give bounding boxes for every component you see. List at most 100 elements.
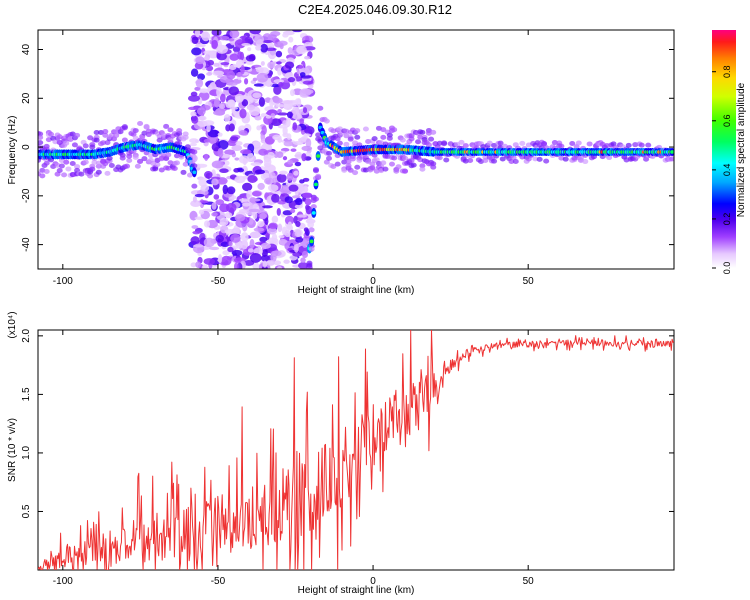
spectrogram-noise-cell xyxy=(289,89,295,97)
spectrogram-noise-cell xyxy=(227,99,236,108)
spectrogram-noise-cell xyxy=(227,246,234,253)
spectrogram-halo-cell xyxy=(326,155,333,161)
spectrogram-halo-cell xyxy=(347,167,354,173)
spectrogram-noise-cell xyxy=(284,229,291,238)
spectrogram-noise-cell xyxy=(243,259,255,266)
spectrogram-noise-cell xyxy=(290,148,297,152)
spectrogram-noise-cell xyxy=(229,136,239,141)
spectrogram-noise-cell xyxy=(201,31,211,42)
snr-x-tick-label: -50 xyxy=(211,576,226,587)
spectrogram-halo-cell xyxy=(74,164,81,170)
spectrogram-noise-cell xyxy=(258,97,265,107)
spectrogram-halo-cell xyxy=(182,161,189,167)
spectrogram-halo-cell xyxy=(63,140,70,146)
spectrogram-halo-cell xyxy=(43,160,50,166)
spectrogram-noise-cell xyxy=(226,186,236,195)
spectrogram-halo-cell xyxy=(82,159,89,165)
spectrogram-noise-cell xyxy=(304,55,311,60)
spectrogram-noise-cell xyxy=(200,184,210,192)
spectrogram-halo-cell xyxy=(625,142,632,148)
snr-x-tick-label: 50 xyxy=(523,576,535,587)
spectrogram-noise-cell xyxy=(216,87,222,97)
spectrogram-noise-cell xyxy=(252,92,262,99)
spectrogram-halo-cell xyxy=(419,129,426,135)
spectrogram-noise-cell xyxy=(229,53,239,61)
spectrogram-noise-cell xyxy=(254,169,266,175)
spectrogram-halo-cell xyxy=(187,172,194,178)
spectrogram-noise-cell xyxy=(207,129,220,138)
spectrogram-halo-cell xyxy=(65,166,72,172)
spectrogram-noise-cell xyxy=(260,254,270,262)
spectrogram-halo-cell xyxy=(415,139,422,145)
spectrogram-noise-cell xyxy=(213,62,220,67)
colorbar-tick-label: 0.8 xyxy=(722,65,732,78)
spectrogram-halo-cell xyxy=(330,163,337,169)
spectrogram-noise-cell xyxy=(268,172,276,180)
spectrogram-noise-cell xyxy=(287,159,294,165)
spectrogram-noise-cell xyxy=(224,228,237,235)
spectrogram-halo-cell xyxy=(408,136,415,142)
spectrogram-x-ticks: -100 -50 0 50 xyxy=(53,30,534,287)
spectrogram-noise-cell xyxy=(217,254,223,264)
spectrogram-noise-cell xyxy=(211,160,224,169)
spectrogram-noise-cell xyxy=(215,234,224,243)
spectrogram-halo-cell xyxy=(347,136,354,142)
spectrogram-ridge-core xyxy=(313,182,318,187)
spectrogram-noise-cell xyxy=(278,234,285,239)
spectrogram-noise-cell xyxy=(225,202,237,213)
spectrogram-noise-cell xyxy=(241,99,249,107)
spectrogram-x-label: Height of straight line (km) xyxy=(298,285,415,296)
spectrogram-noise-cell xyxy=(253,83,264,87)
spectrogram-noise-cell xyxy=(257,182,265,190)
spectrogram-noise-cell xyxy=(276,61,282,65)
spectrogram-noise-cell xyxy=(291,195,301,199)
spectrogram-noise-cell xyxy=(276,173,287,183)
spectrogram-noise-cell xyxy=(228,86,240,96)
spectrogram-noise-cell xyxy=(228,197,235,202)
spectrogram-heatmap xyxy=(38,30,674,269)
spectrogram-noise-cell xyxy=(234,93,244,103)
spectrogram-halo-cell xyxy=(402,168,409,174)
spectrogram-halo-cell xyxy=(388,161,395,167)
spectrogram-noise-cell xyxy=(248,217,254,225)
spectrogram-halo-cell xyxy=(137,159,144,165)
spectrogram-noise-cell xyxy=(231,249,243,256)
spectrogram-noise-cell xyxy=(240,64,245,75)
spectrogram-noise-cell xyxy=(295,237,304,243)
spectrogram-halo-cell xyxy=(369,165,376,171)
spectrogram-noise-cell xyxy=(192,244,204,248)
spectrogram-halo-cell xyxy=(69,160,76,166)
spectrogram-halo-cell xyxy=(126,153,133,159)
spectrogram-halo-cell xyxy=(191,149,198,155)
spectrogram-noise-cell xyxy=(307,220,315,229)
spectrogram-noise-cell xyxy=(235,141,243,146)
spectrogram-y-label: Frequency (Hz) xyxy=(7,116,18,185)
spectrogram-noise-cell xyxy=(240,239,249,250)
spectrogram-noise-cell xyxy=(262,40,273,44)
spectrogram-noise-cell xyxy=(264,177,274,185)
spectrogram-noise-cell xyxy=(277,137,283,143)
spectrogram-noise-cell xyxy=(254,34,264,45)
spectrogram-halo-cell xyxy=(108,162,115,168)
snr-y-tick-label: 0.5 xyxy=(21,504,32,518)
spectrogram-noise-cell xyxy=(235,241,243,249)
spectrogram-noise-cell xyxy=(265,115,272,119)
spectrogram-halo-cell xyxy=(326,150,333,156)
spectrogram-halo-cell xyxy=(391,127,398,133)
spectrogram-noise-cell xyxy=(295,197,303,206)
spectrogram-noise-cell xyxy=(203,138,211,143)
spectrogram-halo-cell xyxy=(121,137,128,143)
spectrogram-halo-cell xyxy=(345,159,352,165)
spectrogram-noise-cell xyxy=(238,198,250,203)
snr-x-ticks: -100 -50 0 50 xyxy=(53,330,534,587)
spectrogram-noise-cell xyxy=(190,200,202,207)
spectrogram-noise-cell xyxy=(226,82,238,86)
spectrogram-noise-cell xyxy=(305,204,310,211)
spectrogram-noise-cell xyxy=(275,50,283,58)
spectrogram-noise-cell xyxy=(189,138,199,144)
colorbar: 0.0 0.2 0.4 0.6 0.8 Normalized spectral ampl… xyxy=(712,30,747,274)
spectrogram-noise-cell xyxy=(284,61,295,69)
spectrogram-noise-cell xyxy=(228,241,233,247)
spectrogram-noise-cell xyxy=(206,124,211,133)
spectrogram-noise-cell xyxy=(249,231,261,239)
